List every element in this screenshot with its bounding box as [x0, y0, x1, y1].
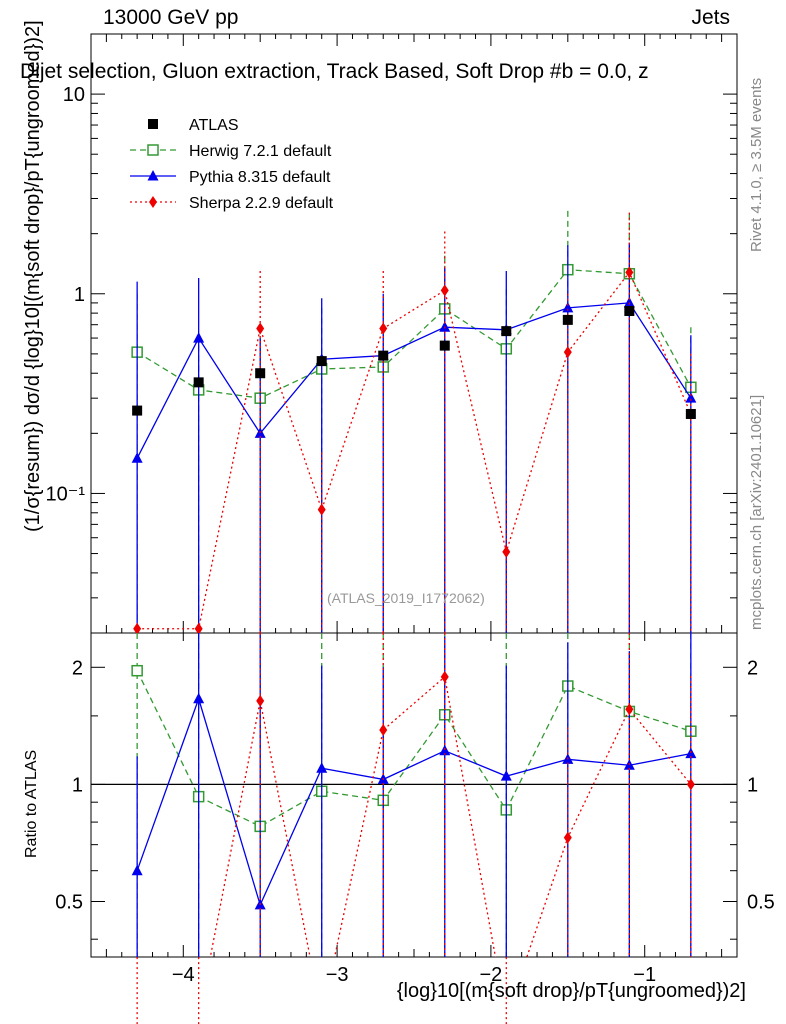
plot-title: Dijet selection, Gluon extraction, Track…: [20, 60, 649, 83]
main-point-sherpa: [440, 284, 449, 297]
main-point-atlas: [193, 377, 204, 388]
ratio-y-tick-label: 1: [72, 774, 83, 796]
main-point-pythia: [439, 321, 451, 332]
main-point-atlas: [255, 368, 266, 379]
energy-label: 13000 GeV pp: [103, 6, 239, 29]
mcplots-reference-label: mcplots.cern.ch [arXiv:2401.10621]: [748, 394, 765, 630]
main-point-sherpa: [379, 322, 388, 335]
x-axis-label: {log}10[(m{soft drop}/pT{ungroomed})2]: [396, 980, 746, 1002]
main-point-atlas: [501, 326, 512, 337]
main-point-atlas: [624, 305, 635, 316]
analysis-group-label: Jets: [691, 6, 730, 29]
y-axis-label-ratio: Ratio to ATLAS: [23, 749, 40, 858]
main-point-atlas: [439, 340, 450, 351]
main-point-sherpa: [502, 545, 511, 558]
data-series: [131, 210, 697, 1024]
main-point-atlas: [316, 356, 327, 367]
legend-marker-atlas: [148, 119, 158, 129]
main-point-atlas: [378, 350, 389, 361]
main-series-sherpa: [133, 212, 695, 635]
y-tick-label: 1: [74, 284, 85, 306]
main-point-sherpa: [625, 266, 634, 279]
main-point-sherpa: [317, 503, 326, 516]
legend-marker-pythia: [147, 170, 159, 181]
ratio-point-sherpa: [256, 694, 265, 707]
y-tick-label: 10: [63, 84, 85, 106]
ratio-point-sherpa: [686, 778, 695, 791]
main-line-sherpa: [137, 271, 692, 630]
ratio-y-tick-label-right: 2: [747, 657, 758, 679]
ratio-line-sherpa: [209, 675, 692, 957]
main-point-pythia: [131, 452, 143, 463]
main-point-sherpa: [563, 346, 572, 359]
ratio-series-pythia: [131, 633, 697, 957]
legend-label-sherpa: Sherpa 2.2.9 default: [189, 195, 334, 212]
main-series-herwig: [131, 210, 697, 633]
x-tick-label: −2: [479, 964, 502, 986]
main-point-sherpa: [133, 622, 142, 635]
ratio-line-herwig: [136, 670, 692, 828]
legend: ATLAS Herwig 7.2.1 default Pythia 8.315 de…: [130, 117, 334, 212]
ratio-line-pythia: [136, 696, 691, 907]
ratio-series-herwig: [131, 633, 697, 957]
main-point-sherpa: [256, 322, 265, 335]
analysis-id-watermark: (ATLAS_2019_I1772062): [327, 590, 485, 606]
y-tick-label: 10⁻¹: [46, 483, 86, 505]
main-point-atlas: [132, 405, 143, 416]
ratio-point-sherpa: [563, 831, 572, 844]
ratio-y-tick-label-right: 1: [747, 774, 758, 796]
ratio-y-tick-label-right: 0.5: [747, 891, 775, 913]
main-line-pythia: [136, 302, 692, 459]
ratio-y-tick-label: 0.5: [55, 891, 83, 913]
x-tick-label: −1: [633, 964, 656, 986]
main-point-pythia: [685, 392, 697, 403]
plot-frames: [90, 33, 738, 958]
main-series-pythia: [131, 242, 697, 633]
ratio-point-pythia: [193, 692, 205, 704]
ratio-point-sherpa: [625, 703, 634, 716]
ratio-point-pythia: [316, 762, 328, 773]
main-point-sherpa: [194, 622, 203, 635]
ratio-point-pythia: [131, 864, 143, 876]
legend-label-atlas: ATLAS: [189, 117, 239, 134]
main-line-herwig: [136, 269, 692, 399]
y-axis-label-main: (1/σ{resum}) dσ/d {log}10[(m{soft drop}/…: [22, 20, 44, 532]
main-point-pythia: [193, 332, 205, 343]
ratio-series-sherpa: [136, 633, 695, 1024]
legend-label-herwig: Herwig 7.2.1 default: [189, 143, 332, 160]
main-series-atlas: [132, 305, 696, 419]
main-point-atlas: [685, 408, 696, 419]
rivet-version-label: Rivet 4.1.0, ≥ 3.5M events: [748, 77, 765, 252]
ratio-point-pythia: [439, 744, 451, 756]
legend-marker-herwig: [147, 144, 159, 156]
main-plot-frame: [90, 33, 738, 634]
main-point-pythia: [562, 301, 574, 313]
ratio-point-herwig: [131, 664, 143, 677]
legend-marker-sherpa: [149, 196, 157, 208]
legend-label-pythia: Pythia 8.315 default: [189, 169, 331, 186]
main-point-pythia: [623, 296, 635, 308]
ratio-point-sherpa: [379, 723, 388, 736]
ratio-plot-frame: [90, 632, 738, 958]
main-point-atlas: [562, 314, 573, 325]
x-tick-label: −4: [172, 964, 195, 986]
x-tick-label: −3: [326, 964, 349, 986]
ratio-y-tick-label: 2: [72, 657, 83, 679]
ratio-point-sherpa: [440, 670, 449, 683]
ratio-point-pythia: [500, 770, 512, 781]
